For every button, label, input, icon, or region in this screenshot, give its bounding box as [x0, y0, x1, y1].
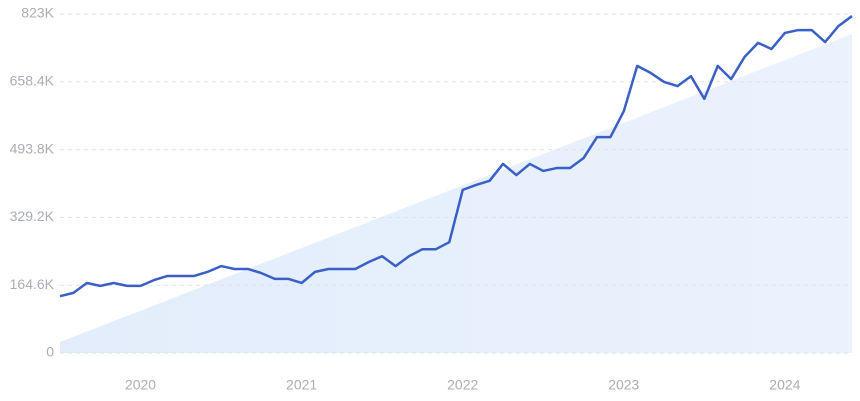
y-tick-label: 493.8K	[10, 140, 55, 156]
y-tick-label: 658.4K	[10, 73, 55, 89]
y-tick-label: 164.6K	[10, 276, 55, 292]
x-tick-label: 2022	[447, 377, 478, 393]
x-tick-label: 2023	[608, 377, 639, 393]
x-tick-label: 2021	[286, 377, 317, 393]
y-tick-label: 823K	[21, 5, 54, 21]
y-tick-label: 0	[46, 344, 54, 360]
line	[59, 15, 853, 298]
x-tick-label: 2024	[769, 377, 800, 393]
y-tick-label: 329.2K	[10, 208, 55, 224]
x-tick-label: 2020	[125, 377, 156, 393]
